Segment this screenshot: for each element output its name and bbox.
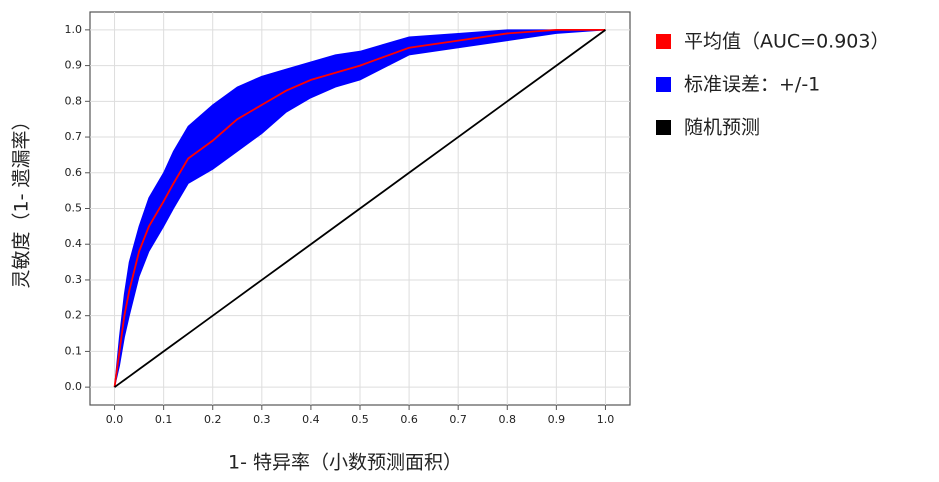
legend-label: 平均值（AUC=0.903） [684,31,889,53]
y-tick-label: 0.6 [65,166,83,179]
y-tick-label: 0.2 [65,309,83,322]
x-tick-label: 0.5 [351,413,369,426]
y-tick-label: 0.7 [65,130,83,143]
y-tick-label: 1.0 [65,23,83,36]
y-tick-label: 0.5 [65,202,83,215]
legend-swatch [656,77,671,92]
x-tick-label: 0.7 [449,413,467,426]
y-axis-label: 灵敏度（1- 遗漏率） [11,112,33,289]
y-tick-label: 0.3 [65,273,83,286]
y-tick-label: 0.9 [65,59,83,72]
x-tick-label: 0.1 [155,413,173,426]
y-tick-label: 0.8 [65,94,83,107]
y-tick-label: 0.1 [65,344,83,357]
x-tick-label: 0.2 [204,413,222,426]
x-tick-label: 0.3 [253,413,271,426]
x-tick-label: 0.8 [499,413,517,426]
roc-line [114,29,606,388]
y-tick-label: 0.0 [65,380,83,393]
x-tick-label: 0.0 [106,413,124,426]
x-tick-label: 1.0 [597,413,615,426]
x-axis-label: 1- 特异率（小数预测面积） [228,452,462,474]
legend-label: 标准误差：+/-1 [684,74,820,96]
roc-line [113,28,606,388]
x-tick-label: 0.4 [302,413,320,426]
legend-swatch [656,34,671,49]
y-tick-label: 0.4 [65,237,83,250]
x-tick-label: 0.6 [400,413,418,426]
legend-swatch [656,120,671,135]
legend-label: 随机预测 [684,117,760,139]
x-tick-label: 0.9 [548,413,566,426]
